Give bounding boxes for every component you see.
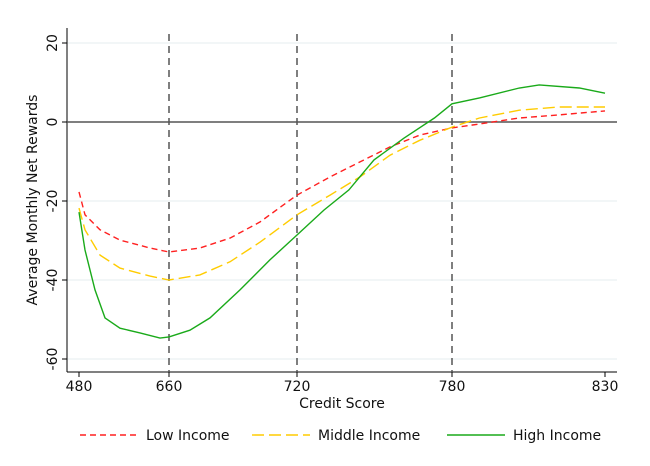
x-axis-title: Credit Score [299, 396, 385, 412]
series-line-low-income [78, 110, 606, 253]
y-tick-label: -40 [45, 269, 61, 292]
x-tick-label: 480 [66, 379, 93, 395]
legend-label: High Income [513, 428, 601, 444]
y-tick-label: 0 [45, 118, 61, 127]
x-tick-label: 780 [439, 379, 466, 395]
x-tick-label: 830 [592, 379, 619, 395]
series-line-high-income [78, 84, 606, 339]
legend-label: Low Income [146, 428, 230, 444]
y-tick-label: 20 [45, 34, 61, 52]
y-tick-label: -20 [45, 190, 61, 213]
series-line-middle-income [78, 106, 605, 281]
legend: Low Income Middle Income High Income [80, 428, 601, 444]
x-tick-label: 720 [284, 379, 311, 395]
y-axis-title: Average Monthly Net Rewards [25, 95, 41, 306]
x-tick-label: 660 [156, 379, 183, 395]
legend-label: Middle Income [318, 428, 420, 444]
y-tick-label: -60 [45, 348, 61, 371]
